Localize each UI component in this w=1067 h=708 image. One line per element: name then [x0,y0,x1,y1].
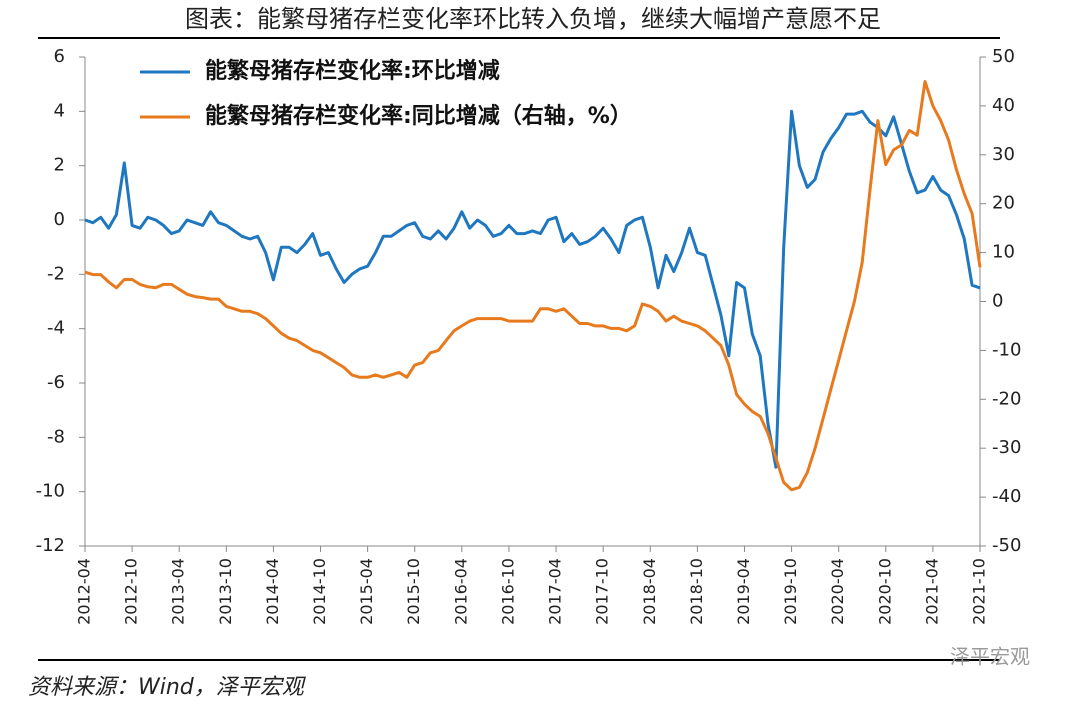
y-tick-label: -8 [47,426,65,447]
x-tick-label: 2019-04 [734,558,753,625]
y2-tick-label: 50 [992,46,1015,67]
legend-label: 能繁母猪存栏变化率:环比增减 [205,58,500,84]
x-tick-label: 2018-10 [687,558,706,625]
x-tick-label: 2014-10 [310,558,329,625]
y2-tick-label: -40 [992,486,1021,507]
series-line [84,109,981,469]
x-tick-label: 2016-04 [451,558,470,625]
y2-tick-label: -30 [992,437,1021,458]
y-tick-label: 2 [54,155,65,176]
y-tick-label: -2 [47,263,65,284]
x-tick-label: 2013-04 [169,558,188,625]
x-tick-label: 2013-10 [216,558,235,625]
y-tick-label: 6 [54,46,65,67]
y-tick-label: -10 [36,481,65,502]
x-tick-label: 2015-04 [357,558,376,625]
x-tick-label: 2019-10 [781,558,800,625]
y2-tick-label: 30 [992,144,1015,165]
y-tick-label: -12 [36,535,65,556]
source: 资料来源：Wind，泽平宏观 [28,675,307,700]
y-tick-label: 4 [54,100,65,121]
x-tick-label: 2012-10 [122,558,141,625]
x-tick-label: 2014-04 [263,558,282,625]
x-tick-label: 2015-10 [404,558,423,625]
y-tick-label: 0 [54,209,65,230]
series-line [84,80,982,492]
x-tick-label: 2017-10 [593,558,612,625]
legend-label: 能繁母猪存栏变化率:同比增减（右轴，%） [205,103,632,129]
chart-title: 图表：能繁母猪存栏变化率环比转入负增，继续大幅增产意愿不足 [185,5,881,33]
y2-tick-label: -10 [992,339,1021,360]
y2-tick-label: -50 [992,535,1021,556]
y2-tick-label: 0 [992,291,1003,312]
y-tick-label: -4 [47,318,65,339]
y-tick-label: -6 [47,372,65,393]
y2-tick-label: -20 [992,388,1021,409]
x-tick-label: 2021-04 [922,558,941,625]
x-tick-label: 2021-10 [970,558,989,625]
x-tick-label: 2016-10 [498,558,517,625]
watermark: 泽平宏观 [950,645,1030,669]
x-tick-label: 2018-04 [640,558,659,625]
x-tick-label: 2020-04 [828,558,847,625]
x-tick-label: 2012-04 [75,558,94,625]
y2-tick-label: 40 [992,95,1015,116]
y2-tick-label: 20 [992,193,1015,214]
x-tick-label: 2017-04 [546,558,565,625]
y2-tick-label: 10 [992,242,1015,263]
x-tick-label: 2020-10 [875,558,894,625]
